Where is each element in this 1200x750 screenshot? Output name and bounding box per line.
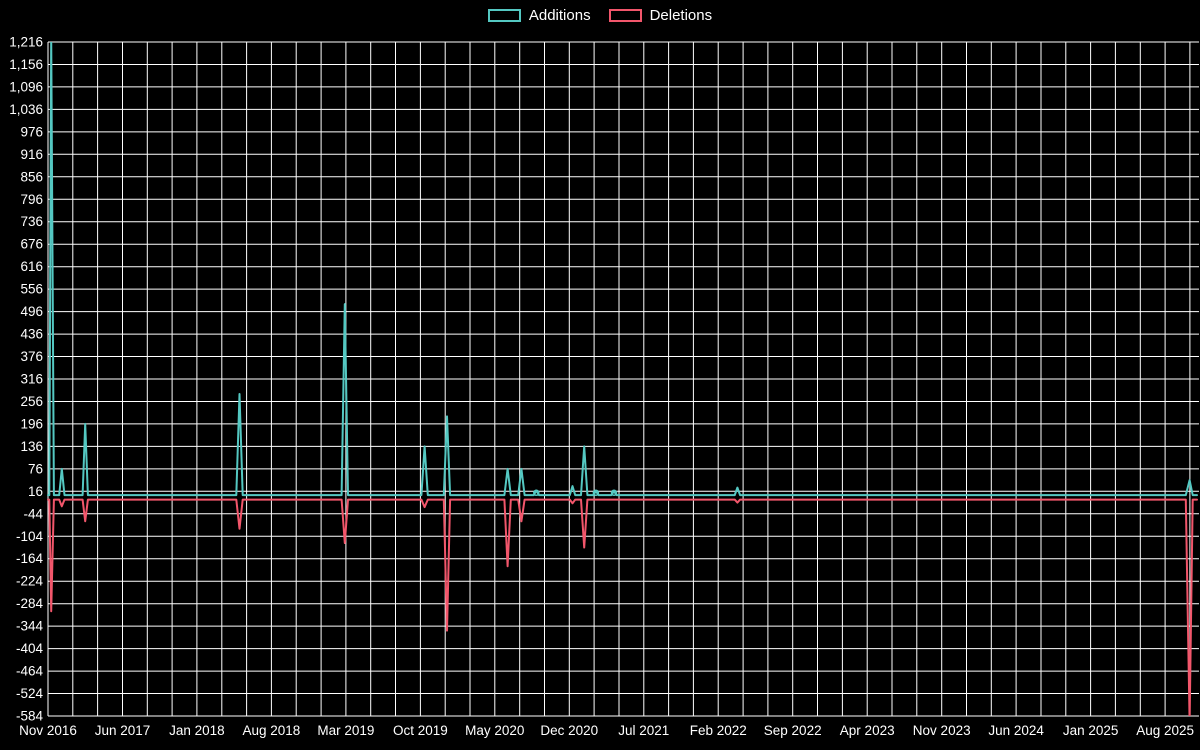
- y-tick-label: 1,096: [9, 79, 43, 94]
- y-tick-label: -584: [16, 709, 44, 724]
- y-tick-label: 256: [20, 394, 43, 409]
- x-tick-label: Nov 2023: [913, 723, 971, 738]
- x-tick-label: Aug 2018: [242, 723, 300, 738]
- x-tick-label: Jun 2024: [988, 723, 1044, 738]
- y-tick-label: -344: [16, 619, 44, 634]
- x-tick-label: Mar 2019: [317, 723, 374, 738]
- y-tick-label: 136: [20, 439, 43, 454]
- deletions-legend-label: Deletions: [649, 7, 713, 24]
- y-tick-label: -224: [16, 574, 44, 589]
- y-tick-label: 616: [20, 259, 43, 274]
- y-tick-label: -104: [16, 529, 44, 544]
- y-tick-label: -284: [16, 596, 44, 611]
- y-tick-label: 796: [20, 192, 43, 207]
- y-tick-label: 736: [20, 214, 43, 229]
- y-tick-label: 1,156: [9, 57, 43, 72]
- deletions-line: [47, 498, 1198, 716]
- y-tick-label: 496: [20, 304, 43, 319]
- additions-line: [47, 42, 1198, 497]
- x-tick-label: May 2020: [465, 723, 524, 738]
- chart-legend: Additions Deletions: [0, 7, 1200, 24]
- x-tick-label: Nov 2016: [19, 723, 77, 738]
- legend-item-deletions[interactable]: Deletions: [608, 7, 713, 24]
- x-tick-label: Jan 2025: [1063, 723, 1119, 738]
- additions-point-marker: [592, 489, 600, 497]
- y-tick-label: 556: [20, 282, 43, 297]
- y-tick-label: 1,036: [9, 102, 43, 117]
- x-tick-label: Apr 2023: [840, 723, 895, 738]
- additions-point-marker: [610, 489, 618, 497]
- y-tick-label: 436: [20, 327, 43, 342]
- y-tick-label: 976: [20, 124, 43, 139]
- x-tick-label: Feb 2022: [690, 723, 747, 738]
- x-axis-labels: Nov 2016 Jun 2017 Jan 2018 Aug 2018 Mar 2019…: [19, 723, 1194, 738]
- x-tick-label: Oct 2019: [393, 723, 448, 738]
- y-tick-label: -524: [16, 686, 44, 701]
- y-tick-label: -404: [16, 641, 44, 656]
- y-tick-label: 16: [28, 484, 43, 499]
- x-tick-label: Aug 2025: [1136, 723, 1194, 738]
- y-tick-label: 1,216: [9, 35, 43, 50]
- additions-point-marker: [533, 489, 540, 497]
- y-axis-labels: 1,216 1,156 1,096 1,036 976 916 856 796 736 676 61…: [9, 35, 43, 724]
- y-tick-label: 76: [28, 461, 43, 476]
- y-tick-label: -464: [16, 664, 44, 679]
- y-tick-label: -164: [16, 551, 44, 566]
- x-tick-label: Jan 2018: [169, 723, 225, 738]
- x-tick-label: Jul 2021: [618, 723, 669, 738]
- deletions-swatch-icon: [608, 9, 642, 22]
- y-tick-label: 676: [20, 237, 43, 252]
- y-tick-label: 196: [20, 416, 43, 431]
- x-tick-label: Dec 2020: [540, 723, 598, 738]
- y-tick-label: 376: [20, 349, 43, 364]
- y-tick-label: 316: [20, 372, 43, 387]
- additions-swatch-icon: [487, 9, 521, 22]
- y-tick-label: 916: [20, 147, 43, 162]
- additions-legend-label: Additions: [528, 7, 591, 24]
- y-tick-label: 856: [20, 169, 43, 184]
- y-tick-label: -44: [23, 506, 43, 521]
- x-tick-label: Jun 2017: [95, 723, 151, 738]
- x-tick-label: Sep 2022: [764, 723, 822, 738]
- legend-item-additions[interactable]: Additions: [487, 7, 591, 24]
